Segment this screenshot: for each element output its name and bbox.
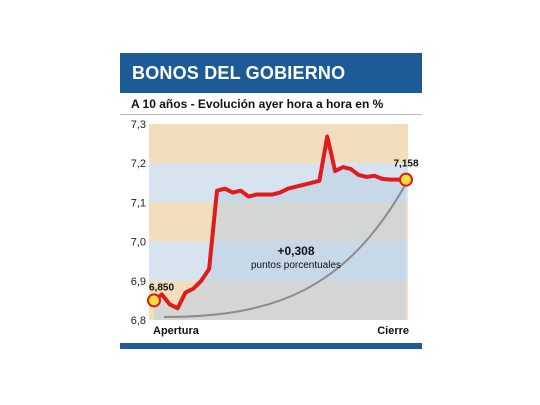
y-tick-label: 7,0 <box>131 237 146 249</box>
y-tick-label: 7,3 <box>131 119 146 131</box>
change-text-label: puntos porcentuales <box>251 260 341 271</box>
start-value-label: 6,850 <box>149 282 174 293</box>
trend-curve <box>163 183 407 318</box>
subtitle-divider <box>120 114 422 115</box>
series-line <box>152 134 408 311</box>
y-tick-label: 6,9 <box>131 276 146 288</box>
x-label-apertura: Apertura <box>153 325 200 337</box>
chart-title: BONOS DEL GOBIERNO ESPAÑOL <box>120 53 422 123</box>
y-tick-label: 6,8 <box>131 315 146 327</box>
start-point-marker <box>147 293 161 308</box>
end-value-label: 7,158 <box>393 159 418 170</box>
y-axis-ticks: 6,8 6,9 7,0 7,1 7,2 7,3 <box>131 119 146 327</box>
chart-subtitle: A 10 años - Evolución ayer hora a hora e… <box>131 97 384 111</box>
end-point-marker <box>399 172 413 187</box>
background-band <box>149 124 408 164</box>
y-tick-label: 7,1 <box>131 197 146 209</box>
y-tick-label: 7,2 <box>131 158 146 170</box>
change-value-label: +0,308 <box>277 244 314 258</box>
area-fill <box>154 136 406 320</box>
footer-bar <box>120 343 422 349</box>
x-label-cierre: Cierre <box>377 325 409 337</box>
